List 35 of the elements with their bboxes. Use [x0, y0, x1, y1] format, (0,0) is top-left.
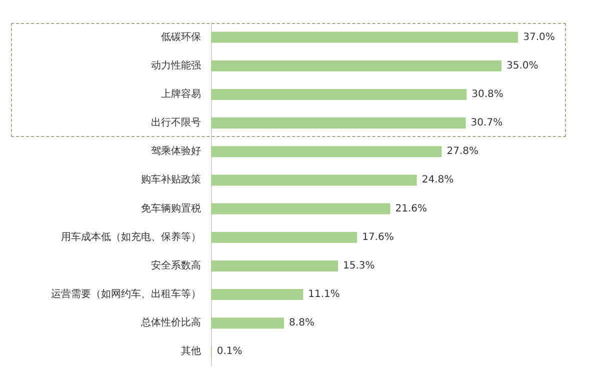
data-label: 37.0% [523, 32, 555, 43]
data-label: 35.0% [506, 60, 538, 72]
data-label: 21.6% [395, 203, 428, 214]
y-tick-label: 总体性价比高 [140, 316, 201, 329]
data-label: 8.8% [289, 318, 314, 329]
data-label: 24.8% [422, 174, 454, 186]
y-tick-label: 免车辆购置税 [141, 202, 201, 214]
bar [211, 203, 390, 214]
y-tick-label: 出行不限号 [151, 116, 201, 129]
data-label: 30.7% [470, 118, 503, 129]
y-tick-label: 驾乘体验好 [151, 145, 201, 158]
bar [211, 32, 518, 43]
bar [211, 174, 417, 186]
y-tick-label: 其他 [181, 345, 201, 358]
y-tick-label: 动力性能强 [151, 59, 201, 72]
y-tick-label: 安全系数高 [151, 259, 201, 272]
data-label: 27.8% [446, 146, 479, 158]
y-tick-label: 上牌容易 [161, 88, 201, 100]
data-label: 30.8% [472, 88, 504, 100]
data-label: 15.3% [342, 260, 375, 272]
bar [211, 232, 358, 243]
data-label: 17.6% [362, 232, 394, 243]
bar [211, 318, 284, 329]
data-label: 11.1% [308, 289, 340, 300]
bar [211, 88, 467, 100]
bar [211, 260, 338, 272]
bar [211, 60, 502, 72]
bar [211, 289, 304, 300]
y-tick-label: 购车补贴政策 [141, 174, 201, 186]
y-tick-label: 用车成本低（如充电、保养等） [61, 230, 201, 243]
bar [211, 118, 466, 129]
data-label: 0.1% [216, 346, 242, 358]
y-tick-label: 低碳环保 [161, 30, 201, 43]
y-tick-label: 运营需要（如网约车、出租车等） [51, 288, 201, 300]
bar [211, 146, 442, 158]
